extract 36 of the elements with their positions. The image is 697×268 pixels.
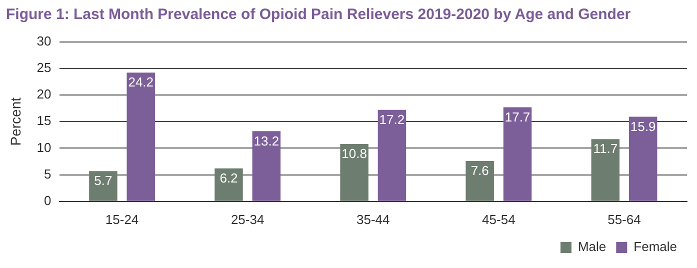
data-label: 17.2	[379, 112, 405, 127]
bar	[591, 139, 620, 201]
data-label: 15.9	[630, 118, 656, 134]
bar	[214, 168, 243, 201]
y-tick-label: 15	[36, 113, 52, 128]
y-tick-label: 20	[36, 86, 52, 102]
chart-title: Figure 1: Last Month Prevalence of Opioid Pain Relievers 2019-2020 by Age and Gender	[5, 5, 632, 25]
y-tick-label: 10	[36, 140, 52, 155]
y-tick-label: 5	[44, 166, 52, 182]
bar	[466, 160, 494, 201]
data-label: 24.2	[128, 74, 154, 90]
legend-label: Male	[578, 239, 606, 254]
data-label: 11.7	[593, 141, 618, 156]
bar	[252, 131, 281, 201]
bar	[126, 72, 155, 201]
bar	[89, 171, 118, 201]
y-tick-label: 0	[44, 192, 52, 208]
data-label: 5.7	[94, 173, 112, 188]
bar	[340, 144, 368, 201]
y-axis-title: Percent	[7, 97, 24, 146]
legend-label: Female	[634, 239, 678, 254]
bar	[628, 116, 658, 201]
x-tick-label: 15-24	[105, 212, 139, 227]
x-tick-label: 25-34	[230, 212, 264, 227]
data-label: 10.8	[342, 146, 367, 162]
x-tick-label: 45-54	[482, 212, 516, 227]
x-tick-label: 55-64	[608, 212, 641, 227]
data-label: 17.7	[504, 109, 530, 124]
data-label: 13.2	[254, 133, 280, 148]
data-label: 7.6	[470, 163, 489, 178]
bar	[378, 110, 406, 201]
x-tick-label: 35-44	[356, 212, 390, 227]
bar	[503, 107, 532, 201]
y-tick-label: 25	[36, 60, 52, 75]
data-label: 6.2	[220, 170, 238, 186]
y-tick-label: 30	[36, 33, 52, 48]
